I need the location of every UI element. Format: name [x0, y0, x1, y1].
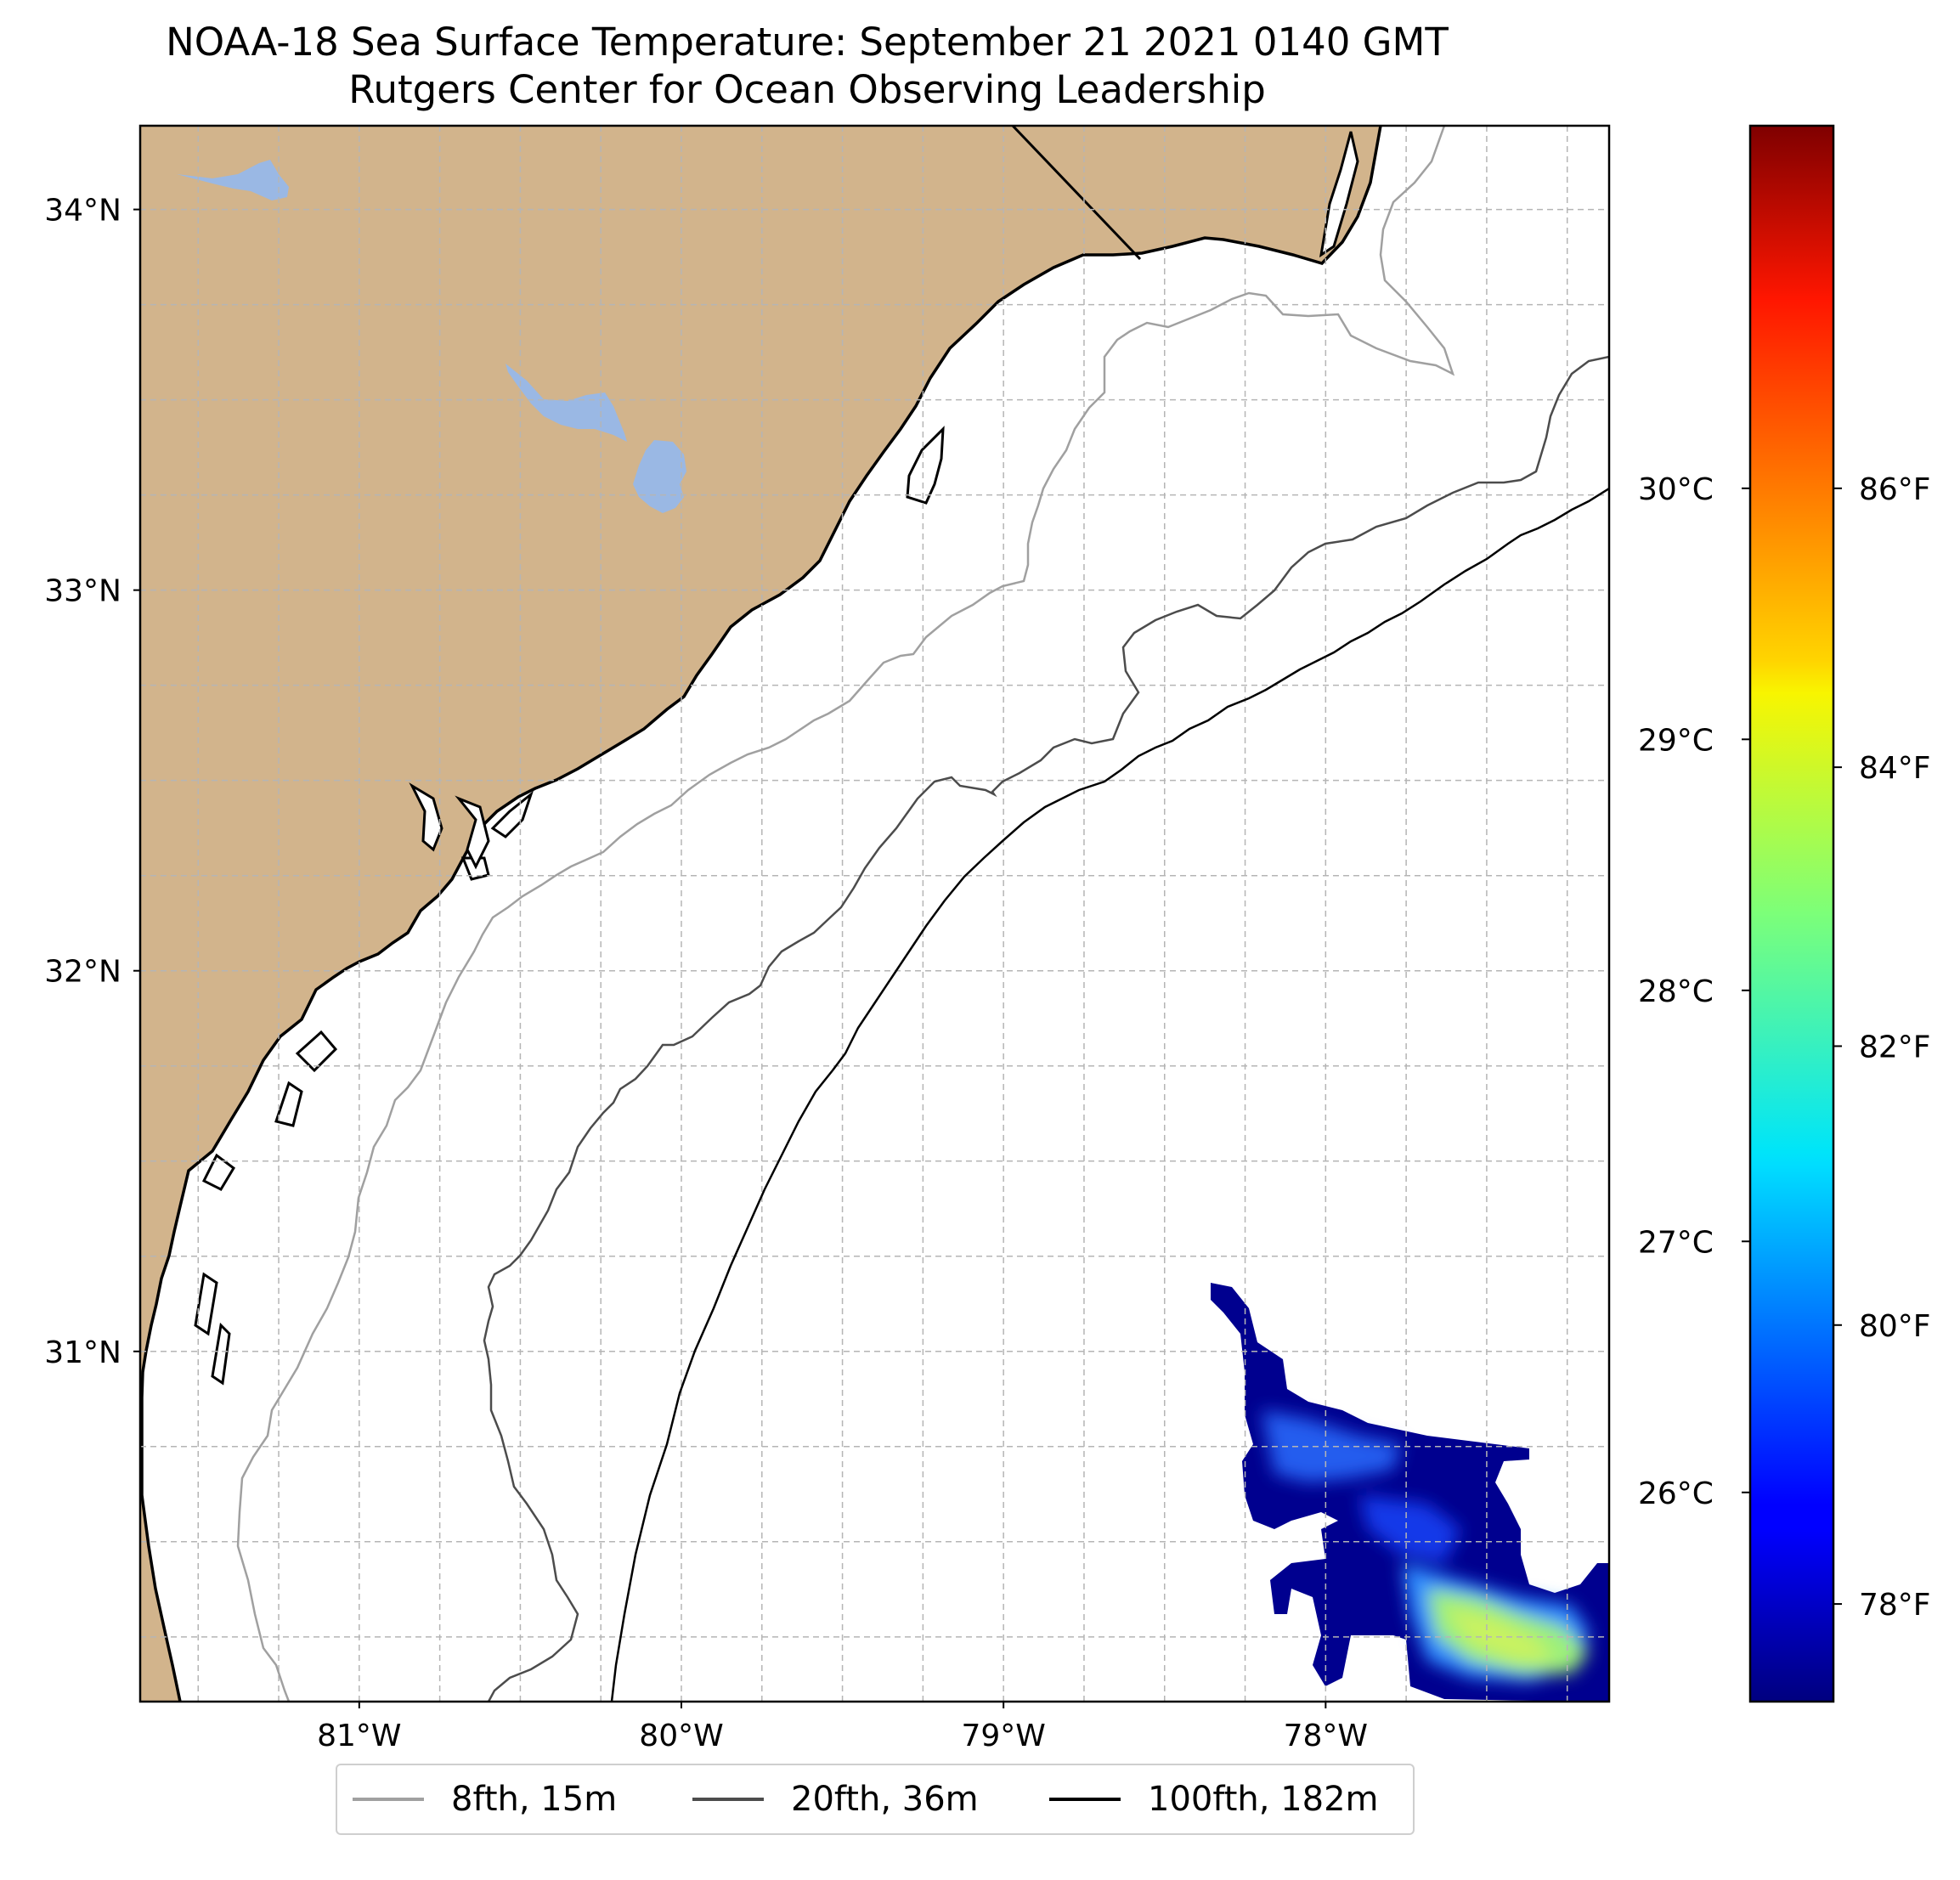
colorbar-f-label: 80°F [1859, 1309, 1931, 1344]
land-mass [140, 126, 1381, 1427]
lat-tick-label: 32°N [44, 955, 121, 990]
axes-frame [138, 124, 1611, 1703]
contour-8fth [236, 126, 1455, 1702]
colorbar-f-label: 84°F [1859, 751, 1931, 786]
estuaries [194, 131, 1359, 1386]
contour-20fth [483, 355, 1609, 1702]
map-subtitle: Rutgers Center for Ocean Observing Leade… [348, 67, 1266, 112]
coastline [140, 126, 1382, 1702]
lon-tick-label: 78°W [1284, 1719, 1368, 1753]
lon-tick-label: 81°W [317, 1719, 401, 1753]
gridlines [140, 126, 1609, 1702]
map-area [140, 126, 1609, 1702]
legend-label-100fth: 100fth, 182m [1148, 1780, 1379, 1819]
lon-tick-label: 80°W [639, 1719, 723, 1753]
legend-swatch-20fth [692, 1798, 764, 1801]
legend-item-20fth: 20fth, 36m [692, 1780, 979, 1819]
lat-tick-label: 33°N [44, 574, 121, 609]
colorbar-frame [1748, 124, 1835, 1703]
land-mass-lower [140, 1427, 180, 1702]
legend-item-8fth: 8fth, 15m [353, 1780, 618, 1819]
legend-swatch-8fth [353, 1798, 424, 1801]
colorbar-f-label: 78°F [1859, 1588, 1931, 1623]
legend-label-8fth: 8fth, 15m [451, 1780, 618, 1819]
sst-patch [1211, 1283, 1609, 1702]
lat-tick-label: 34°N [44, 194, 121, 229]
colorbar-c-label: 26°C [1638, 1476, 1714, 1511]
lon-tick-label: 79°W [961, 1719, 1045, 1753]
colorbar-c-label: 29°C [1638, 723, 1714, 758]
map-title: NOAA-18 Sea Surface Temperature: Septemb… [166, 20, 1449, 65]
colorbar-f-label: 82°F [1859, 1030, 1931, 1064]
lat-tick-label: 31°N [44, 1335, 121, 1370]
legend: 8fth, 15m 20fth, 36m 100fth, 182m [336, 1764, 1415, 1835]
legend-label-20fth: 20fth, 36m [791, 1780, 979, 1819]
legend-item-100fth: 100fth, 182m [1049, 1780, 1379, 1819]
legend-swatch-100fth [1049, 1798, 1121, 1801]
colorbar-c-label: 30°C [1638, 472, 1714, 507]
colorbar-c-label: 27°C [1638, 1225, 1714, 1260]
colorbar: 78°F 80°F 82°F 84°F 86°F 26°C 27°C 28°C 29°C 30°C [1638, 124, 1931, 1703]
state-border [1011, 126, 1142, 261]
tick-labels: 81°W 80°W 79°W 78°W 34°N 33°N 32°N 31°N [44, 194, 1368, 1753]
contour-100fth [610, 487, 1609, 1702]
colorbar-f-label: 86°F [1859, 472, 1931, 507]
colorbar-gradient [1750, 126, 1833, 1702]
colorbar-c-label: 28°C [1638, 974, 1714, 1009]
